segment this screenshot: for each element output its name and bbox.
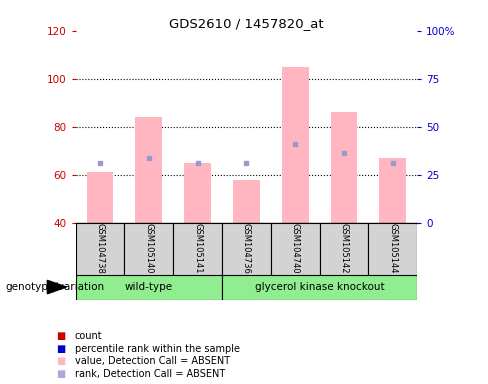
Text: count: count: [75, 331, 102, 341]
Text: value, Detection Call = ABSENT: value, Detection Call = ABSENT: [75, 356, 230, 366]
FancyBboxPatch shape: [76, 223, 124, 275]
FancyBboxPatch shape: [271, 223, 320, 275]
FancyBboxPatch shape: [368, 223, 417, 275]
Text: ■: ■: [56, 331, 65, 341]
Bar: [282, 67, 309, 223]
Bar: [184, 163, 211, 223]
Bar: [380, 158, 407, 223]
Polygon shape: [47, 280, 66, 294]
FancyBboxPatch shape: [173, 223, 222, 275]
Text: GSM105140: GSM105140: [144, 223, 153, 274]
Text: ■: ■: [56, 356, 65, 366]
Text: GSM104740: GSM104740: [291, 223, 300, 274]
Text: GSM105144: GSM105144: [388, 223, 397, 274]
Bar: [136, 117, 163, 223]
Text: GSM105142: GSM105142: [340, 223, 348, 274]
Text: glycerol kinase knockout: glycerol kinase knockout: [255, 282, 385, 292]
Bar: [233, 180, 260, 223]
Text: GSM104736: GSM104736: [242, 223, 251, 274]
Text: wild-type: wild-type: [125, 282, 173, 292]
Text: genotype/variation: genotype/variation: [5, 282, 104, 292]
Bar: [331, 112, 358, 223]
Text: ■: ■: [56, 344, 65, 354]
Text: ■: ■: [56, 369, 65, 379]
FancyBboxPatch shape: [222, 223, 271, 275]
Text: percentile rank within the sample: percentile rank within the sample: [75, 344, 240, 354]
Text: rank, Detection Call = ABSENT: rank, Detection Call = ABSENT: [75, 369, 225, 379]
FancyBboxPatch shape: [76, 275, 222, 300]
Text: GSM105141: GSM105141: [193, 223, 202, 274]
FancyBboxPatch shape: [124, 223, 173, 275]
FancyBboxPatch shape: [222, 275, 417, 300]
Title: GDS2610 / 1457820_at: GDS2610 / 1457820_at: [169, 17, 324, 30]
Text: GSM104738: GSM104738: [96, 223, 104, 274]
Bar: [87, 172, 114, 223]
FancyBboxPatch shape: [320, 223, 368, 275]
